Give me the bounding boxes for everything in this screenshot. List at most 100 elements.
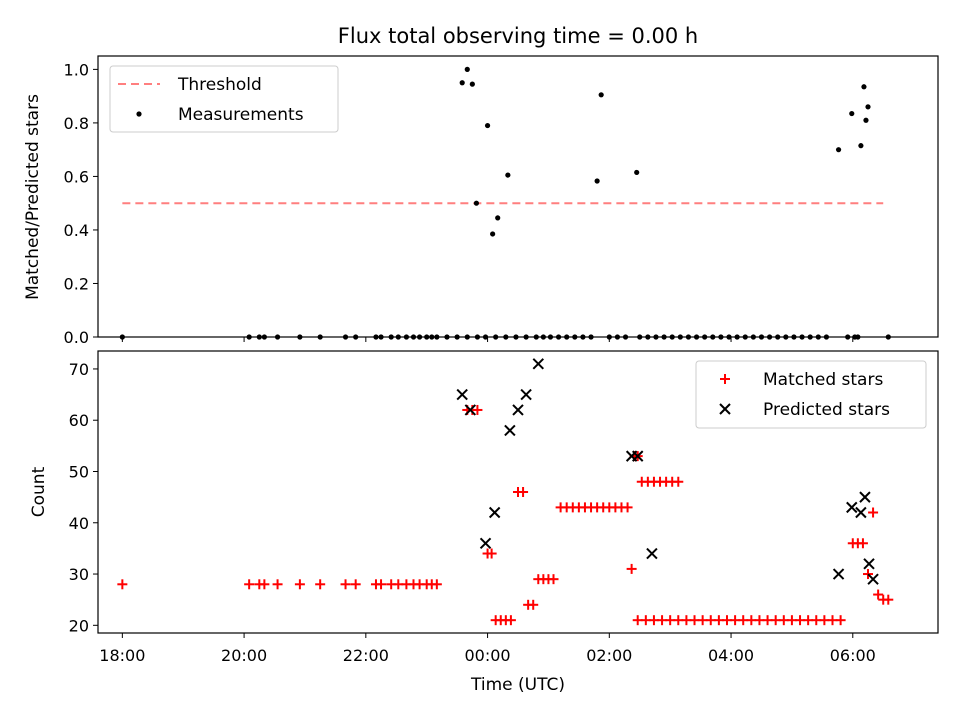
measurement-point xyxy=(353,334,359,340)
matched-point xyxy=(472,404,483,415)
measurement-point xyxy=(661,334,667,340)
measurement-point xyxy=(474,334,481,340)
measurement-point xyxy=(572,334,578,340)
x-tick-label: 02:00 xyxy=(586,646,632,665)
top-y-tick-label: 0.2 xyxy=(64,274,89,293)
measurement-point xyxy=(653,334,659,340)
matched-point xyxy=(835,615,846,626)
measurement-point xyxy=(580,334,586,340)
top-y-tick-label: 1.0 xyxy=(64,60,89,79)
predicted-point xyxy=(855,506,867,519)
measurement-point xyxy=(119,334,125,340)
x-tick-label: 04:00 xyxy=(708,646,754,665)
legend-predicted-swatch xyxy=(719,403,731,415)
bottom-y-tick-label: 20 xyxy=(69,616,89,635)
bottom-axes-frame xyxy=(97,350,939,634)
top-legend: Threshold Measurements xyxy=(109,65,339,133)
bottom-panel: 20 30 40 50 60 70 18:00 20:00 22:00 00:00 02:00 04… xyxy=(29,350,939,695)
measurement-point xyxy=(482,334,489,340)
predicted-point xyxy=(504,424,516,437)
measurement-point xyxy=(444,334,450,340)
x-tick-label: 22:00 xyxy=(343,646,389,665)
predicted-point-b xyxy=(846,501,858,514)
x-tick-label: 00:00 xyxy=(465,646,511,665)
matched-point xyxy=(518,487,529,497)
measurement-point xyxy=(490,231,496,237)
legend-matched-marker xyxy=(720,374,730,384)
measurement-point xyxy=(547,334,554,340)
predicted-point xyxy=(520,388,532,401)
legend-threshold-label: Threshold xyxy=(177,75,262,95)
matched-point xyxy=(431,579,442,590)
bottom-y-axis-label: Count xyxy=(29,466,49,517)
measurement-point xyxy=(246,334,252,340)
measurement-point xyxy=(429,334,435,340)
measurement-point xyxy=(513,334,519,340)
predicted-point xyxy=(532,358,544,370)
bottom-y-tick-label: 50 xyxy=(69,462,89,481)
measurement-point xyxy=(677,334,683,340)
measurement-point xyxy=(855,334,861,340)
measurement-point xyxy=(815,334,821,340)
measurement-point xyxy=(858,143,864,149)
bottom-y-tick-label: 70 xyxy=(69,360,89,379)
bottom-y-ticks: 20 30 40 50 60 70 xyxy=(69,360,98,635)
measurement-point xyxy=(533,334,539,340)
measurement-point xyxy=(594,178,600,184)
bottom-x-ticks: 18:00 20:00 22:00 00:00 02:00 04:00 06:00 xyxy=(99,633,876,665)
top-panel: 0.0 0.2 0.4 0.6 0.8 1.0 Matched/Predicted sta… xyxy=(23,55,939,347)
bottom-y-tick-label: 30 xyxy=(69,565,89,584)
predicted-point xyxy=(479,537,492,549)
measurement-point xyxy=(424,334,430,340)
measurement-point xyxy=(634,169,640,176)
matched-point xyxy=(883,594,894,605)
predicted-point-b xyxy=(859,491,871,503)
legend-measurements-label: Measurements xyxy=(178,105,304,125)
measurement-point xyxy=(606,334,612,340)
matched-point xyxy=(528,599,539,610)
matched-point xyxy=(505,615,516,626)
measurement-point xyxy=(459,80,465,86)
measurement-point xyxy=(845,334,851,340)
matched-point xyxy=(117,579,128,590)
measurement-point xyxy=(464,66,470,72)
measurement-point xyxy=(865,104,871,110)
measurement-point xyxy=(434,334,440,340)
legend-measurement-swatch xyxy=(136,111,142,117)
matched-point xyxy=(626,563,637,574)
measurement-point xyxy=(861,84,867,90)
measurement-point xyxy=(645,334,651,340)
legend-matched-label: Matched stars xyxy=(763,370,883,390)
predicted-point-b xyxy=(632,450,644,462)
top-y-tick-label: 0.4 xyxy=(64,221,89,240)
predicted-point-b xyxy=(479,537,492,549)
predicted-point-b xyxy=(504,424,516,437)
matched-point xyxy=(350,579,361,590)
measurement-point xyxy=(669,334,675,340)
x-axis-label: Time (UTC) xyxy=(470,675,565,695)
measurement-point xyxy=(637,334,643,340)
measurement-point xyxy=(863,117,869,123)
measurement-points xyxy=(119,66,891,340)
predicted-point xyxy=(464,404,477,416)
predicted-star-points xyxy=(456,358,879,585)
matched-star-points xyxy=(117,404,894,626)
matched-point xyxy=(548,574,559,585)
measurement-point xyxy=(750,334,756,340)
measurement-point xyxy=(885,334,891,340)
figure-title: Flux total observing time = 0.00 h xyxy=(338,24,698,48)
predicted-point-b xyxy=(464,404,477,416)
x-tick-label: 18:00 xyxy=(99,646,145,665)
top-y-ticks: 0.0 0.2 0.4 0.6 0.8 1.0 xyxy=(64,60,98,347)
predicted-point-b xyxy=(456,388,468,401)
predicted-point xyxy=(859,491,871,503)
measurement-point xyxy=(540,334,546,340)
x-tick-label: 06:00 xyxy=(830,646,876,665)
measurement-point xyxy=(693,334,700,340)
measurement-point xyxy=(410,334,417,340)
measurement-point xyxy=(261,334,267,340)
matched-point xyxy=(259,579,270,590)
measurement-point xyxy=(256,334,262,340)
predicted-point-b xyxy=(867,573,879,585)
